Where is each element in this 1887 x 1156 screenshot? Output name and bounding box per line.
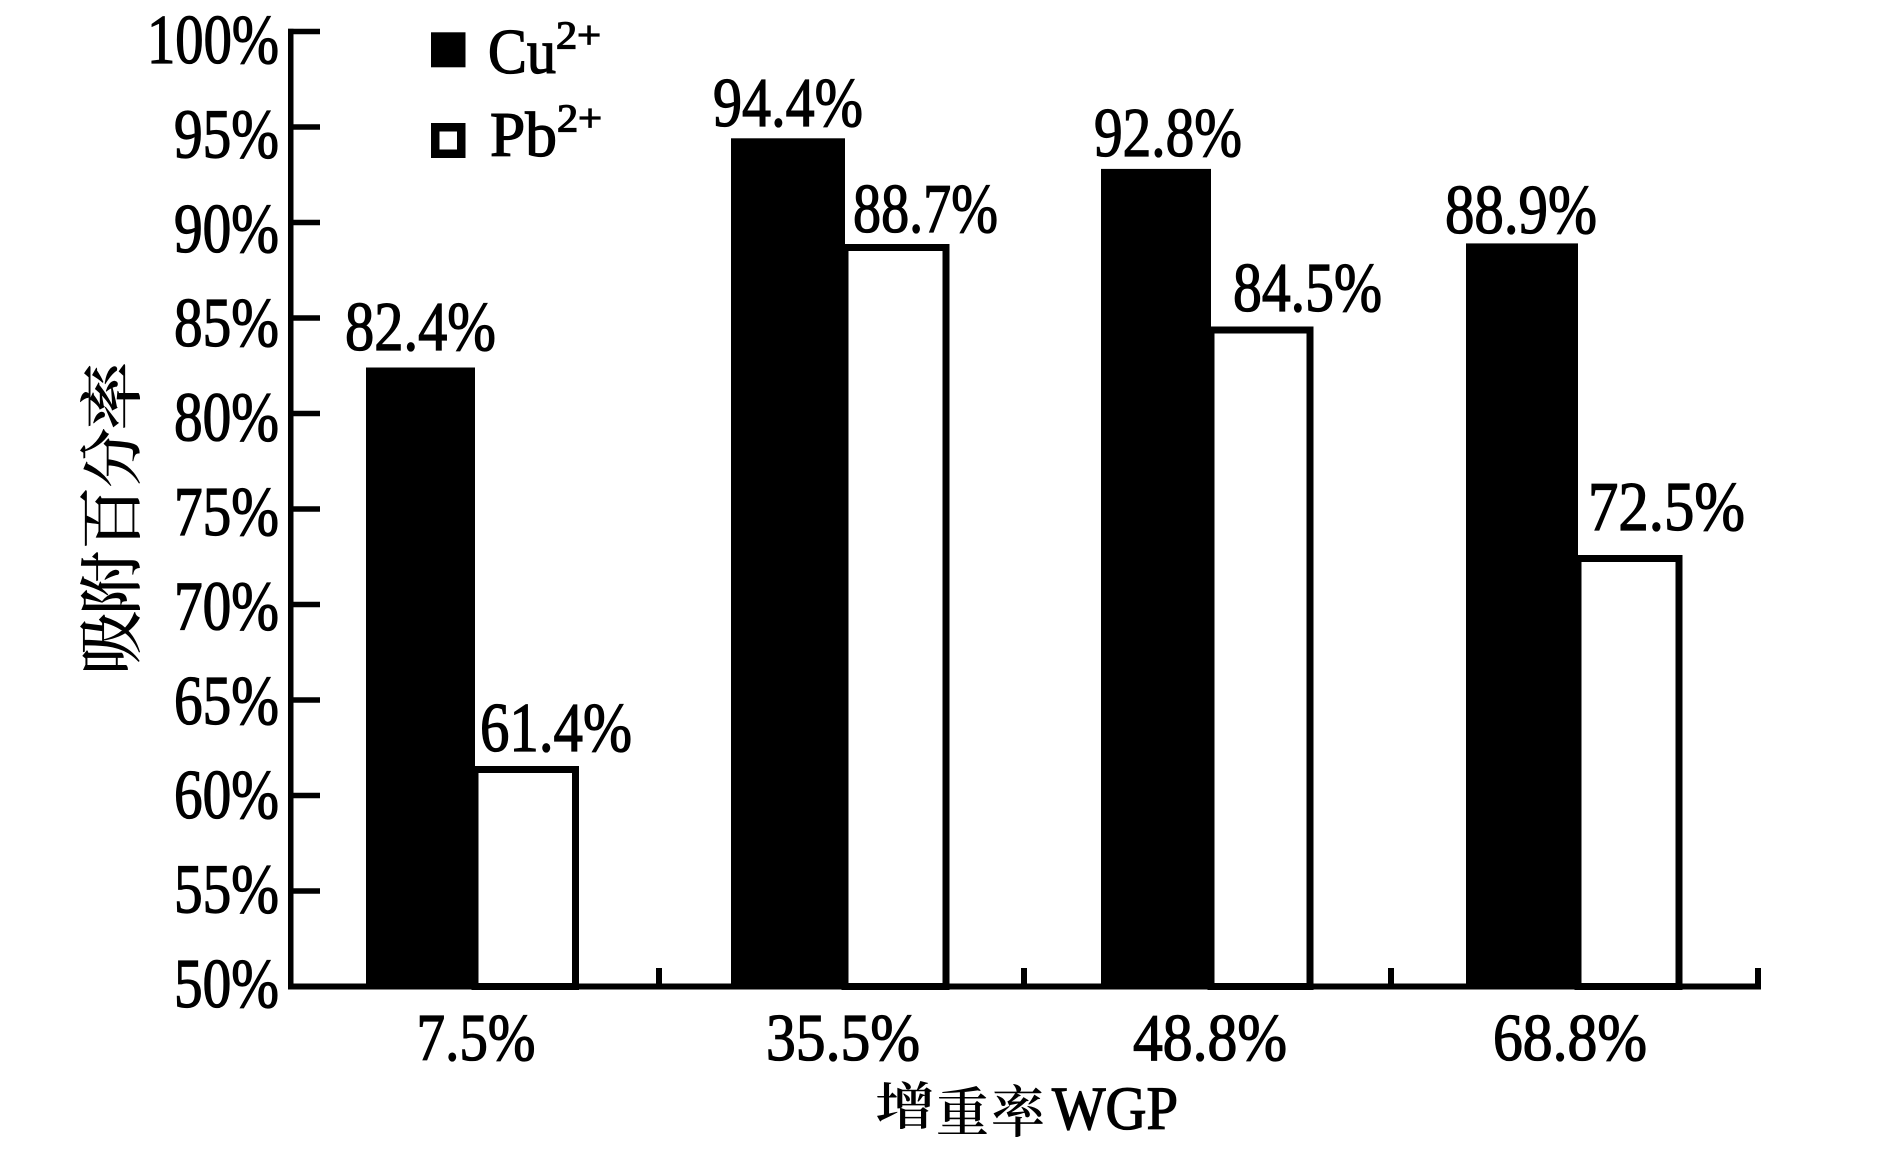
svg-text:90%: 90% — [174, 191, 279, 268]
svg-text:80%: 80% — [174, 380, 279, 457]
svg-text:72.5%: 72.5% — [1588, 469, 1745, 546]
svg-text:65%: 65% — [174, 663, 279, 740]
svg-text:88.7%: 88.7% — [853, 171, 998, 248]
svg-text:68.8%: 68.8% — [1493, 1001, 1647, 1075]
svg-text:95%: 95% — [174, 96, 279, 173]
svg-text:35.5%: 35.5% — [766, 1001, 920, 1075]
svg-text:2+: 2+ — [557, 97, 602, 140]
svg-text:60%: 60% — [174, 757, 279, 834]
svg-text:70%: 70% — [174, 568, 279, 645]
svg-text:75%: 75% — [174, 474, 279, 551]
svg-text:7.5%: 7.5% — [417, 1001, 536, 1075]
svg-text:48.8%: 48.8% — [1133, 1001, 1287, 1075]
svg-text:2+: 2+ — [556, 14, 601, 57]
svg-text:55%: 55% — [174, 852, 279, 929]
svg-text:Pb: Pb — [490, 100, 557, 170]
svg-text:WGP: WGP — [1052, 1076, 1178, 1143]
svg-text:84.5%: 84.5% — [1233, 250, 1382, 327]
svg-text:Cu: Cu — [488, 17, 556, 87]
svg-text:61.4%: 61.4% — [480, 690, 632, 767]
svg-text:82.4%: 82.4% — [345, 289, 496, 366]
svg-text:88.9%: 88.9% — [1445, 172, 1597, 249]
svg-text:85%: 85% — [174, 285, 279, 362]
svg-text:100%: 100% — [147, 2, 279, 79]
svg-text:50%: 50% — [174, 946, 279, 1023]
svg-text:92.8%: 92.8% — [1094, 95, 1242, 172]
svg-text:94.4%: 94.4% — [713, 65, 863, 142]
